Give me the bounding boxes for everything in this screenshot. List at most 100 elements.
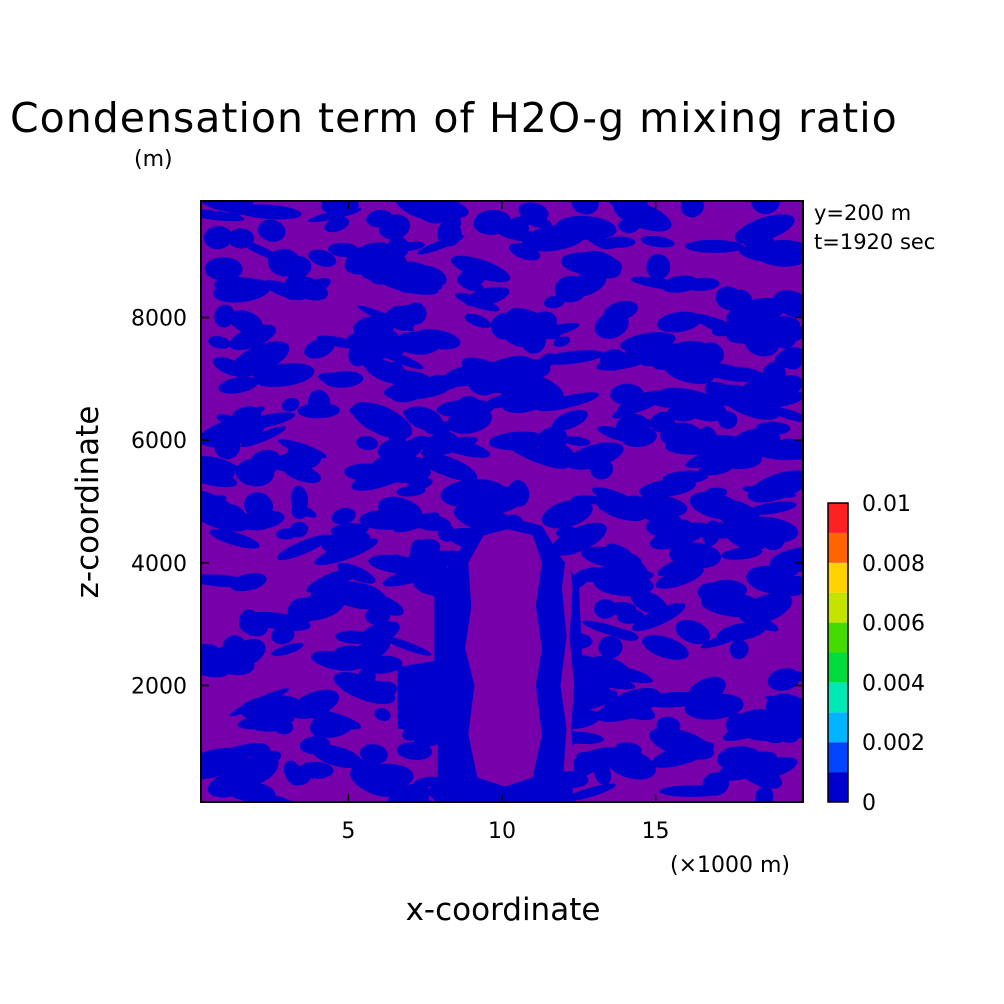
field-blob bbox=[774, 347, 803, 369]
field-blob bbox=[594, 599, 617, 619]
field-blob bbox=[627, 417, 657, 428]
y-tick-label: 2000 bbox=[131, 674, 187, 699]
field-blob bbox=[675, 619, 711, 645]
field-blob bbox=[416, 538, 441, 555]
field-blob bbox=[363, 361, 387, 375]
field-blob bbox=[293, 504, 317, 518]
colorbar-swatch bbox=[828, 503, 848, 533]
field-blob bbox=[763, 720, 790, 738]
field-blob bbox=[318, 372, 358, 387]
field-blob bbox=[551, 522, 607, 556]
field-blob bbox=[756, 421, 791, 435]
x-unit-label: (×1000 m) bbox=[670, 853, 790, 878]
field-blob bbox=[432, 430, 461, 450]
field-blob bbox=[571, 201, 599, 215]
field-blob bbox=[365, 594, 404, 616]
field-blob bbox=[703, 487, 728, 498]
field-blob bbox=[646, 254, 671, 280]
field-blob bbox=[650, 411, 675, 433]
field-blob bbox=[596, 567, 641, 587]
field-blob bbox=[607, 201, 649, 216]
colorbar-tick-label: 0.002 bbox=[862, 731, 925, 756]
field-blob bbox=[290, 689, 340, 719]
field-blob bbox=[767, 668, 801, 691]
colorbar-swatch bbox=[828, 772, 848, 802]
y-tick-label: 4000 bbox=[131, 552, 187, 577]
field-blob bbox=[257, 219, 286, 242]
field-blob bbox=[689, 435, 750, 458]
field-blob bbox=[680, 201, 704, 218]
field-blob bbox=[724, 521, 767, 551]
field-blob bbox=[644, 392, 687, 409]
updraft-core bbox=[465, 529, 542, 787]
field-blob bbox=[237, 574, 256, 587]
y-tick-label: 8000 bbox=[131, 307, 187, 332]
field-blob bbox=[507, 308, 561, 340]
field-blob bbox=[454, 292, 500, 312]
field-blob bbox=[330, 523, 369, 537]
field-blob bbox=[613, 760, 646, 772]
field-blob bbox=[230, 341, 290, 377]
colorbar-swatch bbox=[828, 592, 848, 623]
field-blob bbox=[201, 747, 248, 780]
field-blob bbox=[755, 785, 774, 802]
colorbar-tick-label: 0.01 bbox=[862, 492, 911, 517]
field-blob bbox=[576, 751, 594, 762]
field-blob bbox=[403, 408, 438, 425]
field-blob bbox=[521, 224, 587, 252]
field-blob bbox=[374, 708, 391, 722]
colorbar-swatch bbox=[828, 682, 848, 713]
field-blob bbox=[392, 370, 433, 388]
field-blob bbox=[444, 214, 462, 230]
field-blob bbox=[742, 757, 798, 781]
field-blob bbox=[239, 240, 283, 262]
colorbar-swatch bbox=[828, 562, 848, 593]
field-blob bbox=[704, 381, 743, 407]
contour-field bbox=[201, 201, 803, 802]
field-blob bbox=[621, 217, 642, 234]
field-blob bbox=[543, 295, 565, 309]
field-blob bbox=[378, 214, 411, 240]
field-blob bbox=[235, 204, 302, 220]
field-blob bbox=[222, 635, 248, 662]
field-blob bbox=[620, 332, 676, 353]
field-blob bbox=[689, 491, 741, 520]
field-blob bbox=[655, 566, 704, 589]
field-blob bbox=[772, 391, 803, 408]
colorbar-tick-label: 0.006 bbox=[862, 612, 925, 637]
field-blob bbox=[700, 597, 750, 618]
field-blob bbox=[229, 310, 263, 334]
field-blob bbox=[201, 495, 227, 516]
field-blob bbox=[518, 202, 549, 222]
field-blob bbox=[201, 506, 249, 532]
field-blob bbox=[450, 255, 511, 283]
field-blob bbox=[598, 635, 623, 659]
field-blob bbox=[201, 644, 225, 672]
field-blob bbox=[239, 695, 305, 722]
field-blob bbox=[553, 336, 571, 347]
field-blob bbox=[214, 304, 235, 328]
field-blob bbox=[351, 756, 382, 773]
field-blob bbox=[387, 236, 410, 259]
field-blob bbox=[213, 276, 265, 295]
field-blob bbox=[773, 290, 803, 318]
field-blob bbox=[362, 681, 398, 701]
field-blob bbox=[603, 300, 638, 322]
field-blob bbox=[312, 744, 362, 769]
field-blob bbox=[595, 496, 647, 522]
field-blob bbox=[231, 406, 262, 425]
field-blob bbox=[307, 389, 331, 415]
y-tick-label: 6000 bbox=[131, 429, 187, 454]
field-blob bbox=[507, 480, 530, 507]
field-blob bbox=[611, 629, 639, 641]
field-blob bbox=[233, 412, 296, 431]
colorbar-tick-label: 0 bbox=[862, 791, 876, 816]
field-blob bbox=[709, 698, 729, 715]
field-blob bbox=[755, 239, 803, 267]
field-blob bbox=[250, 742, 271, 763]
field-blob bbox=[240, 426, 287, 448]
field-blob bbox=[734, 214, 795, 244]
field-blob bbox=[347, 333, 404, 357]
field-blob bbox=[767, 406, 803, 423]
field-blob bbox=[287, 445, 313, 462]
